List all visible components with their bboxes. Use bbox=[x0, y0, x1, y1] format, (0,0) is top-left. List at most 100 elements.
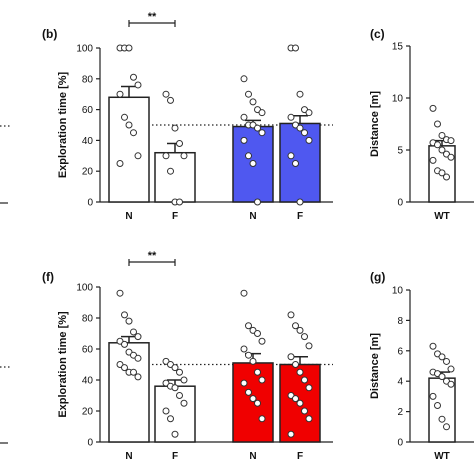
data-point bbox=[287, 430, 295, 438]
y-tick-label: 80 bbox=[82, 314, 94, 325]
data-point bbox=[176, 198, 183, 206]
data-point bbox=[292, 160, 299, 167]
data-point bbox=[258, 376, 266, 384]
data-point bbox=[176, 139, 183, 147]
data-point bbox=[162, 90, 170, 98]
data-point bbox=[130, 368, 137, 376]
y-tick-label: 6 bbox=[397, 346, 403, 357]
data-point bbox=[438, 146, 446, 154]
data-point bbox=[438, 415, 446, 423]
data-point bbox=[305, 136, 313, 144]
data-point bbox=[438, 169, 446, 177]
data-point bbox=[429, 156, 437, 164]
data-point bbox=[254, 399, 261, 407]
category-label: N bbox=[249, 211, 256, 222]
data-point bbox=[301, 129, 308, 137]
data-point bbox=[305, 109, 313, 117]
data-point bbox=[116, 90, 124, 98]
category-label: F bbox=[172, 451, 178, 462]
y-tick-label: 8 bbox=[397, 316, 403, 327]
y-tick-label: 0 bbox=[397, 198, 403, 209]
y-tick-label: 0 bbox=[397, 438, 403, 449]
data-point bbox=[447, 365, 455, 373]
data-point bbox=[121, 340, 128, 348]
data-point bbox=[121, 364, 128, 372]
data-point bbox=[443, 423, 450, 431]
data-point bbox=[240, 379, 248, 387]
significance-label: ** bbox=[148, 250, 157, 262]
y-tick-label: 80 bbox=[82, 74, 94, 85]
data-point bbox=[292, 44, 299, 52]
y-tick-label: 10 bbox=[392, 94, 404, 105]
significance-label: ** bbox=[148, 11, 157, 23]
data-point bbox=[254, 368, 261, 376]
bar bbox=[154, 151, 196, 203]
data-point bbox=[438, 353, 446, 361]
data-point bbox=[130, 129, 137, 137]
data-point bbox=[240, 113, 248, 121]
y-tick-label: 0 bbox=[87, 438, 93, 449]
data-point bbox=[254, 330, 261, 337]
data-point bbox=[171, 124, 179, 132]
data-point bbox=[447, 137, 455, 145]
y-tick-label: 100 bbox=[76, 283, 93, 294]
data-point bbox=[180, 376, 188, 384]
data-point bbox=[171, 364, 179, 372]
data-point bbox=[134, 152, 142, 160]
y-tick-label: 4 bbox=[397, 377, 403, 388]
data-point bbox=[296, 368, 304, 376]
category-label: N bbox=[125, 451, 132, 462]
data-point bbox=[296, 399, 304, 407]
data-point bbox=[287, 152, 295, 160]
data-point bbox=[162, 407, 170, 415]
data-point bbox=[301, 407, 308, 415]
data-point bbox=[134, 354, 142, 362]
data-point bbox=[240, 75, 248, 83]
y-tick-label: 100 bbox=[76, 44, 93, 55]
data-point bbox=[176, 392, 183, 399]
data-point bbox=[130, 328, 137, 336]
data-point bbox=[301, 376, 308, 384]
y-axis-title: Distance [m] bbox=[369, 333, 381, 399]
data-point bbox=[429, 104, 437, 112]
y-tick-label: 60 bbox=[82, 345, 94, 356]
panel-label: (c) bbox=[370, 27, 385, 41]
y-tick-label: 20 bbox=[82, 167, 94, 178]
panel-label: (g) bbox=[370, 270, 385, 284]
bar bbox=[279, 122, 321, 203]
data-point bbox=[240, 289, 248, 297]
bar bbox=[108, 342, 150, 443]
data-point bbox=[245, 388, 252, 396]
data-point bbox=[254, 198, 261, 206]
data-point bbox=[171, 430, 179, 438]
data-point bbox=[301, 333, 308, 341]
data-point bbox=[245, 322, 252, 330]
y-tick-label: 60 bbox=[82, 105, 94, 116]
bar bbox=[108, 96, 150, 203]
data-point bbox=[296, 198, 304, 206]
data-point bbox=[167, 415, 174, 423]
category-label: F bbox=[172, 211, 178, 222]
bar bbox=[232, 362, 274, 443]
data-point bbox=[249, 160, 257, 167]
y-tick-label: 5 bbox=[397, 146, 403, 157]
data-point bbox=[180, 399, 188, 407]
data-point bbox=[434, 120, 441, 128]
data-point bbox=[249, 395, 257, 403]
data-point bbox=[180, 152, 188, 160]
data-point bbox=[134, 333, 142, 341]
data-point bbox=[116, 160, 124, 167]
data-point bbox=[305, 342, 313, 350]
data-point bbox=[125, 317, 133, 325]
panel-label: (f) bbox=[42, 270, 54, 284]
data-point bbox=[125, 121, 133, 129]
data-point bbox=[162, 152, 170, 160]
data-point bbox=[125, 44, 133, 52]
category-label: F bbox=[297, 451, 303, 462]
category-label: F bbox=[297, 211, 303, 222]
data-point bbox=[296, 124, 304, 132]
data-point bbox=[443, 357, 450, 365]
data-point bbox=[438, 131, 446, 139]
y-tick-label: 15 bbox=[392, 42, 404, 53]
